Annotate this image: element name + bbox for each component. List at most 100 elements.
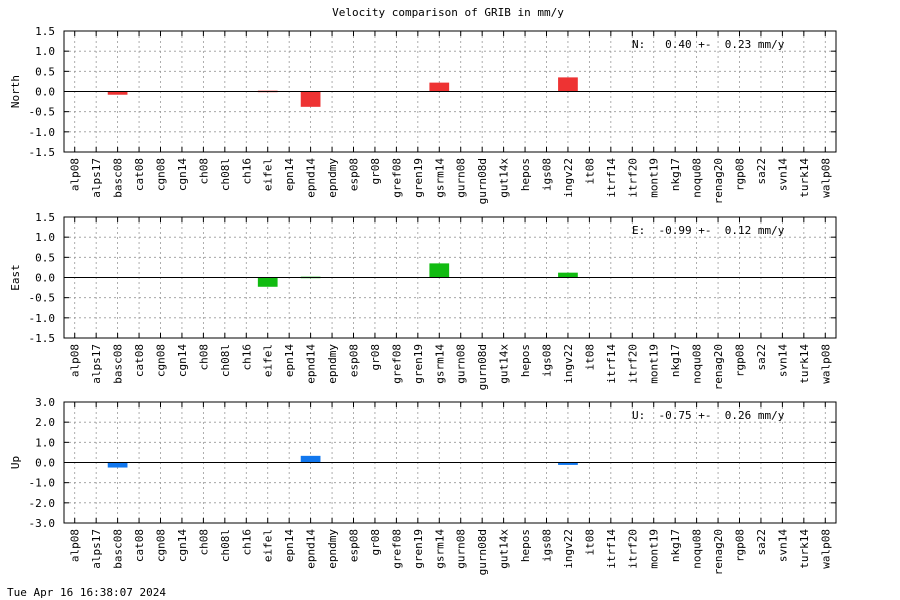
x-tick-label: sa22 bbox=[755, 158, 768, 185]
bar-gsrm14 bbox=[429, 263, 450, 278]
x-tick-label: basc08 bbox=[112, 529, 125, 569]
x-tick-label: basc08 bbox=[112, 344, 125, 384]
x-tick-label: esp08 bbox=[348, 529, 361, 562]
x-tick-label: igs08 bbox=[541, 344, 554, 377]
y-tick-label: 0.0 bbox=[35, 86, 55, 99]
x-tick-label: gren19 bbox=[412, 529, 425, 569]
x-tick-label: hepos bbox=[519, 529, 532, 562]
x-tick-label: esp08 bbox=[348, 158, 361, 191]
x-tick-label: gsrm14 bbox=[433, 158, 446, 198]
x-tick-label: gurn08 bbox=[455, 529, 468, 569]
x-tick-label: ch16 bbox=[240, 529, 253, 556]
y-tick-label: 1.5 bbox=[35, 211, 55, 224]
x-tick-label: itrf20 bbox=[626, 158, 639, 198]
x-tick-label: epndmy bbox=[326, 344, 339, 384]
x-tick-label: cgn08 bbox=[155, 529, 168, 562]
stats-annotation: N: 0.40 +- 0.23 mm/y bbox=[632, 38, 785, 51]
stats-annotation: E: -0.99 +- 0.12 mm/y bbox=[632, 224, 785, 237]
x-tick-label: itrf20 bbox=[626, 529, 639, 569]
x-tick-label: ch08l bbox=[219, 344, 232, 377]
x-tick-label: hepos bbox=[519, 158, 532, 191]
panel-east: 1.5 1.0 0.5 0.0 -0.5 -1.0 -1.5 East E: -0.99 +- … bbox=[9, 211, 837, 390]
x-tick-label: sa22 bbox=[755, 344, 768, 371]
y-axis-label: East bbox=[9, 264, 22, 291]
x-tick-label: it08 bbox=[583, 158, 596, 185]
y-tick-label: 1.0 bbox=[35, 45, 55, 58]
x-tick-label: epnd14 bbox=[305, 344, 318, 384]
x-tick-label: epn14 bbox=[283, 158, 296, 191]
x-tick-label: ch08 bbox=[197, 529, 210, 556]
bar-ingv22 bbox=[558, 77, 578, 92]
x-tick-label: eifel bbox=[262, 158, 275, 191]
bar-eifel bbox=[257, 277, 278, 287]
x-tick-label: ingv22 bbox=[562, 529, 575, 569]
y-tick-label: -1.0 bbox=[29, 477, 56, 490]
y-tick-label: 1.0 bbox=[35, 231, 55, 244]
y-tick-label: 0.5 bbox=[35, 251, 55, 264]
x-tick-label: alps17 bbox=[90, 529, 103, 569]
x-tick-label: gut14x bbox=[498, 344, 511, 384]
x-tick-label: walp08 bbox=[819, 158, 832, 198]
x-tick-label: epn14 bbox=[283, 529, 296, 562]
x-tick-label: noqu08 bbox=[691, 344, 704, 384]
x-tick-label: rgp08 bbox=[734, 529, 747, 562]
stats-annotation: U: -0.75 +- 0.26 mm/y bbox=[632, 409, 785, 422]
x-tick-label: basc08 bbox=[112, 158, 125, 198]
x-tick-label: noqu08 bbox=[691, 158, 704, 198]
x-tick-label: ch08l bbox=[219, 529, 232, 562]
plot-frame bbox=[63, 216, 837, 339]
x-tick-label: gsrm14 bbox=[433, 529, 446, 569]
y-tick-label: 0.0 bbox=[35, 457, 55, 470]
bar-basc08 bbox=[107, 462, 128, 468]
x-tick-label: renag20 bbox=[712, 344, 725, 390]
bar-ingv22 bbox=[558, 272, 578, 278]
y-tick-label: 2.0 bbox=[35, 416, 55, 429]
x-tick-label: svn14 bbox=[776, 529, 789, 562]
panel-up: 3.0 2.0 1.0 0.0 -1.0 -2.0 -3.0 Up U: -0.75 +- 0.… bbox=[9, 396, 837, 575]
x-tick-label: itrf14 bbox=[605, 529, 618, 569]
x-tick-label: it08 bbox=[583, 529, 596, 556]
x-tick-label: ch08 bbox=[197, 344, 210, 371]
y-tick-label: 0.0 bbox=[35, 272, 55, 285]
bar-ingv22 bbox=[558, 462, 578, 465]
x-tick-label: nkg17 bbox=[669, 344, 682, 377]
bar-gsrm14 bbox=[429, 82, 450, 92]
y-axis-label: Up bbox=[9, 456, 22, 469]
x-tick-label: nkg17 bbox=[669, 158, 682, 191]
x-tick-label: esp08 bbox=[348, 344, 361, 377]
x-tick-label: gut14x bbox=[498, 158, 511, 198]
x-tick-label: gurn08d bbox=[476, 344, 489, 390]
x-tick-label: gsrm14 bbox=[433, 344, 446, 384]
x-tick-label: rgp08 bbox=[734, 344, 747, 377]
x-tick-label: gr08 bbox=[369, 158, 382, 185]
x-tick-label: eifel bbox=[262, 344, 275, 377]
x-tick-label: it08 bbox=[583, 344, 596, 371]
chart-title: Velocity comparison of GRIB in mm/y bbox=[332, 6, 564, 19]
x-tick-label: epndmy bbox=[326, 158, 339, 198]
x-tick-label: rgp08 bbox=[734, 158, 747, 191]
y-tick-label: -3.0 bbox=[29, 517, 56, 530]
x-tick-label: turk14 bbox=[798, 344, 811, 384]
x-tick-label: mont19 bbox=[648, 158, 661, 198]
x-tick-label: epnd14 bbox=[305, 158, 318, 198]
x-tick-label: itrf14 bbox=[605, 158, 618, 198]
x-tick-label: nkg17 bbox=[669, 529, 682, 562]
x-tick-label: alps17 bbox=[90, 344, 103, 384]
y-tick-label: -1.0 bbox=[29, 126, 56, 139]
timestamp-footer: Tue Apr 16 16:38:07 2024 bbox=[7, 586, 166, 599]
x-tick-label: walp08 bbox=[819, 344, 832, 384]
bar-epnd14 bbox=[300, 91, 321, 107]
x-tick-label: gref08 bbox=[390, 344, 403, 384]
y-tick-label: -0.5 bbox=[29, 106, 56, 119]
x-tick-label: cat08 bbox=[133, 529, 146, 562]
bar-basc08 bbox=[107, 91, 128, 95]
x-tick-label: alps17 bbox=[90, 158, 103, 198]
x-tick-label: ingv22 bbox=[562, 344, 575, 384]
x-tick-label: cat08 bbox=[133, 158, 146, 191]
x-tick-label: alp08 bbox=[69, 529, 82, 562]
x-tick-label: ch16 bbox=[240, 344, 253, 371]
bar-epnd14 bbox=[300, 455, 321, 463]
x-tick-label: epn14 bbox=[283, 344, 296, 377]
x-tick-label: turk14 bbox=[798, 158, 811, 198]
